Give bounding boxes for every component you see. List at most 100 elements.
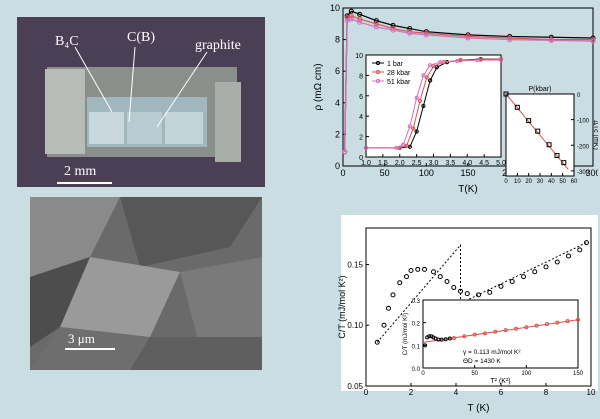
rho-point-2-5 <box>390 27 396 33</box>
cp-xtick-label-1: 2 <box>409 388 414 397</box>
rho-inset-point-2-0 <box>363 145 369 150</box>
rho-inset-ytick-label-5: 10 <box>355 53 363 60</box>
rho-xtick-label-0: 0 <box>340 168 345 178</box>
cp-xtick-label-4: 8 <box>544 388 549 397</box>
rho-inset-ytick-label-2: 4 <box>359 114 363 121</box>
rho-inset-xtick-label-7: 4.5 <box>479 160 489 167</box>
rho-point-2-6 <box>407 30 413 36</box>
cp-point-22 <box>554 259 560 265</box>
specific-heat-svg: 0 2 4 6 8 100.050.100.15T (K)C/T (mJ/mol K²)0… <box>337 215 598 414</box>
cp-point-13 <box>458 288 463 294</box>
cp-inset-point-19 <box>545 322 549 327</box>
photo-label-graphite: graphite <box>195 38 241 53</box>
rho-point-2-1 <box>344 18 350 24</box>
rho-inset-point-0-4 <box>421 103 426 109</box>
cp-inset-ytick-label-0: 0.0 <box>412 367 421 373</box>
rho-inset-series-2 <box>366 59 501 149</box>
dtc-fit-line <box>505 93 569 170</box>
rho-point-1-4 <box>373 21 379 27</box>
rho-ytick-label-0: 0 <box>335 161 340 171</box>
cp-inset-point-10 <box>452 336 456 341</box>
label-line-b4c <box>74 46 113 113</box>
photo-label-cb: C(B) <box>127 30 155 45</box>
sample-cell-3 <box>165 112 203 144</box>
sample-photo-drawing: B₄C C(B) graphite 2 mm <box>17 17 265 187</box>
cp-point-2 <box>386 305 391 311</box>
rho-inset-xtick-label-5: 3.5 <box>446 160 456 167</box>
rho-point-0-3 <box>357 11 363 17</box>
cp-xtick-label-0: 0 <box>364 388 369 397</box>
rho-inset-xtick-label-2: 2.0 <box>395 160 405 167</box>
sample-photo: B₄C C(B) graphite 2 mm <box>17 17 265 187</box>
cp-inset-xlabel: T² (K²) <box>490 378 510 385</box>
rho-inset-xtick-label-0: 1.0 <box>361 160 371 167</box>
rho-point-0-6 <box>407 26 413 32</box>
cp-point-10 <box>437 274 443 280</box>
dtc-point-1 <box>514 104 520 110</box>
cp-inset-point-0 <box>423 343 428 348</box>
photo-scalebar-label: 2 mm <box>64 164 96 179</box>
cp-point-20 <box>532 269 538 275</box>
cp-point-17 <box>498 283 504 289</box>
cp-inset-ylabel: C/T (mJ/mol K²) <box>403 313 409 355</box>
cp-point-9 <box>431 269 436 275</box>
rho-series-0 <box>344 10 594 152</box>
rho-inset-point-2-4 <box>414 95 419 100</box>
dtc-inset-ytick-label-3: -300 <box>577 170 590 176</box>
dtc-point-5 <box>554 153 560 158</box>
dtc-inset-xtick-label-3: 30 <box>537 179 544 185</box>
sample-frame-left <box>45 69 85 154</box>
rho-xtick-label-1: 50 <box>380 168 390 178</box>
dtc-point-4 <box>546 142 552 148</box>
rho-ytick-label-4: 8 <box>335 35 340 45</box>
cp-point-15 <box>476 292 481 298</box>
cp-inset-point-17 <box>524 325 529 330</box>
rho-inset-point-2-5 <box>421 73 426 78</box>
cp-entropy-construction <box>376 242 587 343</box>
rho-xlabel: T(K) <box>458 184 477 194</box>
rho-ytick-label-5: 10 <box>330 3 340 13</box>
rho-inset-ytick-label-0: 0 <box>359 155 363 162</box>
rho-inset-point-1-5 <box>424 75 429 80</box>
cp-ytick-label-2: 0.15 <box>347 260 363 269</box>
dtc-inset-xtick-label-5: 50 <box>559 179 566 185</box>
dtc-point-0 <box>503 91 509 97</box>
rho-legend-marker-2 <box>375 78 381 84</box>
cp-ylabel: C/T (mJ/mol K²) <box>337 275 347 338</box>
cp-inset-point-11 <box>462 334 467 339</box>
cp-inset-point-20 <box>555 320 560 325</box>
cp-point-4 <box>397 280 403 286</box>
label-line-graphite <box>156 51 208 128</box>
cp-inset-ytick-label-1: 0.1 <box>412 344 421 350</box>
dtc-inset-xtick-label-2: 20 <box>525 179 532 185</box>
cp-frame <box>365 227 592 387</box>
cp-inset-point-13 <box>483 331 487 336</box>
rho-inset-frame <box>365 54 502 158</box>
rho-inset-xtick-label-6: 4.0 <box>462 160 472 167</box>
rho-point-2-8 <box>465 35 471 41</box>
sample-cell-2 <box>127 112 162 144</box>
rho-point-1-2 <box>348 13 354 19</box>
sem-facet-2 <box>120 197 262 267</box>
cp-point-7 <box>415 266 421 272</box>
dtc-inset-ytick-label-1: -100 <box>577 119 590 125</box>
cp-inset-annotation-theta: ΘD = 1430 K <box>463 358 501 365</box>
cp-inset-point-12 <box>472 332 477 337</box>
cp-point-0 <box>374 339 380 345</box>
sem-facet-7 <box>130 337 262 370</box>
cp-point-6 <box>408 268 414 274</box>
cp-point-1 <box>381 322 387 328</box>
dtc-inset-xtick-label-1: 10 <box>514 179 521 185</box>
rho-point-2-3 <box>357 19 363 25</box>
cp-xlabel: T (K) <box>467 403 489 414</box>
dtc-point-6 <box>561 160 567 166</box>
dtc-inset-ytick-label-2: -200 <box>577 144 590 150</box>
rho-legend-marker-1 <box>375 69 381 75</box>
cp-inset-frame <box>422 299 579 369</box>
rho-inset-point-1-4 <box>417 98 423 104</box>
cp-inset-point-8 <box>443 337 448 342</box>
rho-point-1-11 <box>590 37 596 43</box>
cp-point-8 <box>422 266 427 272</box>
rho-legend-label-2: 51 kbar <box>387 79 411 86</box>
rho-xtick-label-3: 150 <box>460 168 475 178</box>
